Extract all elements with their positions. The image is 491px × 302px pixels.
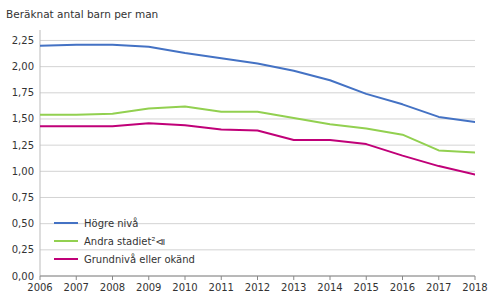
- series-line: [40, 45, 475, 122]
- x-tick: [185, 276, 186, 280]
- y-tick-label: 0,25: [12, 244, 34, 255]
- x-tick: [112, 276, 113, 280]
- x-tick: [76, 276, 77, 280]
- x-tick: [402, 276, 403, 280]
- series-line: [40, 123, 475, 174]
- x-tick: [366, 276, 367, 280]
- x-tick-label: 2011: [209, 282, 234, 293]
- grid-line: [40, 171, 475, 172]
- y-tick-label: 0,75: [12, 192, 34, 203]
- x-tick: [438, 276, 439, 280]
- y-tick-label: 1,50: [12, 113, 34, 124]
- x-tick-label: 2007: [64, 282, 89, 293]
- x-tick: [257, 276, 258, 280]
- x-tick-label: 2006: [27, 282, 52, 293]
- grid-line: [40, 145, 475, 146]
- y-tick-label: 1,00: [12, 166, 34, 177]
- legend: Högre nivå Andra stadiet²⧏ Grundnivå eller…: [54, 217, 195, 265]
- series-line: [40, 106, 475, 152]
- y-tick-label: 0,00: [12, 271, 34, 282]
- grid-line: [40, 197, 475, 198]
- x-tick-label: 2017: [426, 282, 451, 293]
- legend-label: Andra stadiet²⧏: [84, 236, 165, 247]
- x-tick-label: 2014: [317, 282, 342, 293]
- x-tick-label: 2016: [390, 282, 415, 293]
- y-tick-label: 1,25: [12, 140, 34, 151]
- legend-swatch: [54, 240, 78, 242]
- chart-container: 0,00 0,25 0,50 0,75 1,00 1,25 1,50 1,75 2,00 2,25…: [0, 0, 491, 302]
- y-tick-label: 1,75: [12, 87, 34, 98]
- x-tick: [330, 276, 331, 280]
- x-tick-label: 2009: [136, 282, 161, 293]
- legend-swatch: [54, 222, 78, 224]
- chart: 0,00 0,25 0,50 0,75 1,00 1,25 1,50 1,75 2,00 2,25…: [0, 0, 491, 302]
- y-tick-label: 0,50: [12, 218, 34, 229]
- y-tick-label: 2,00: [12, 61, 34, 72]
- y-axis-label: Beräknat antal barn per man: [6, 8, 158, 20]
- x-tick: [148, 276, 149, 280]
- x-tick-label: 2015: [354, 282, 379, 293]
- x-tick-label: 2012: [245, 282, 270, 293]
- x-tick-label: 2010: [172, 282, 197, 293]
- grid-line: [40, 40, 475, 41]
- x-tick-label: 2008: [100, 282, 125, 293]
- legend-label: Grundnivå eller okänd: [84, 253, 195, 265]
- x-tick: [293, 276, 294, 280]
- x-tick: [475, 276, 476, 280]
- x-tick: [40, 276, 41, 280]
- grid-line: [40, 249, 475, 250]
- axes: 0,00 0,25 0,50 0,75 1,00 1,25 1,50 1,75 2,00 2,25…: [12, 30, 488, 293]
- x-tick-label: 2018: [462, 282, 487, 293]
- grid-line: [40, 118, 475, 119]
- legend-label: Högre nivå: [84, 217, 138, 229]
- grid-line: [40, 66, 475, 67]
- plot-area: [40, 45, 475, 175]
- x-tick-label: 2013: [281, 282, 306, 293]
- x-tick: [221, 276, 222, 280]
- y-axis-line: [40, 30, 41, 276]
- grid-line: [40, 92, 475, 93]
- legend-swatch: [54, 258, 78, 260]
- y-tick-label: 2,25: [12, 35, 34, 46]
